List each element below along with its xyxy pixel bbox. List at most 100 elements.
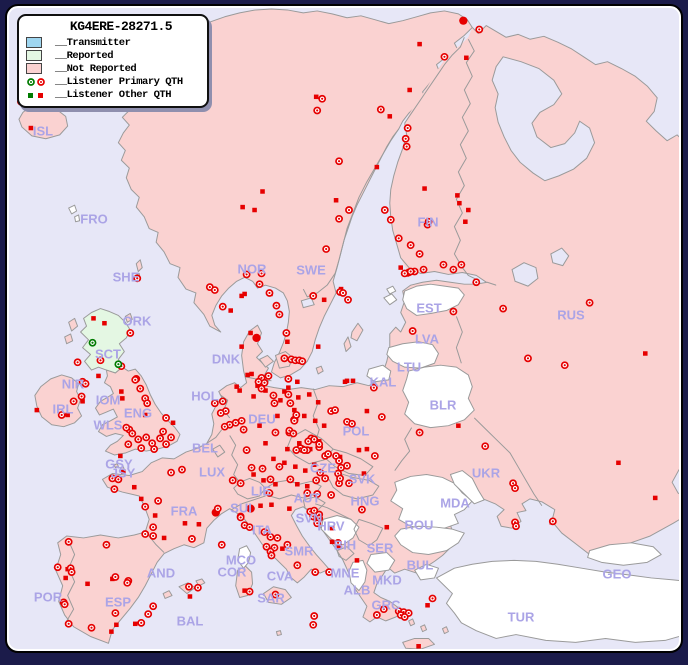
listener-primary-qth-marker-dot [330, 493, 333, 497]
listener-other-qth-marker [315, 400, 321, 405]
listener-primary-qth-marker-dot [312, 515, 315, 518]
country-shape-lithuania [386, 341, 439, 369]
country-shape-thrace [414, 563, 439, 581]
listener-primary-qth-marker-dot [313, 509, 316, 512]
listener-primary-qth-marker-dot [307, 440, 310, 443]
listener-primary-qth-marker-dot [312, 623, 315, 626]
listener-primary-qth-marker-dot [208, 286, 211, 289]
listener-primary-qth-marker-dot [292, 432, 295, 435]
listener-primary-qth-marker-dot [169, 436, 173, 439]
coastline-barents [471, 25, 679, 142]
listener-other-qth-marker [295, 482, 300, 487]
listener-primary-qth-marker-dot [347, 482, 351, 485]
listener-other-qth-marker [118, 453, 123, 459]
listener-other-qth-marker [152, 513, 158, 518]
listener-other-qth-marker [286, 385, 291, 390]
listener-primary-qth-marker-dot [267, 374, 270, 378]
listener-primary-qth-marker-dot [306, 491, 309, 495]
country-shape-georgia [587, 542, 662, 566]
listener-primary-qth-marker-dot [409, 244, 412, 247]
listener-primary-qth-marker-dot [240, 419, 243, 422]
listener-primary-qth-marker-dot [285, 331, 288, 335]
legend-item-3: __Listener Primary QTH [26, 75, 202, 88]
legend-icon-1 [26, 50, 50, 61]
listener-other-qth-marker [102, 320, 107, 326]
legend-title: KG4ERE-28271.5 [69, 19, 173, 34]
listener-primary-qth-marker-dot [260, 376, 263, 379]
europe-map[interactable]: ISL FRO SHE ORK SCT NIR IOM IRL ENG WLS GSY JSY NOR S… [9, 8, 679, 649]
listener-primary-qth-marker-dot [409, 270, 412, 273]
listener-primary-qth-marker-dot [56, 566, 59, 569]
listener-other-qth-marker [142, 412, 148, 418]
listener-primary-qth-marker-dot [333, 409, 337, 412]
listener-primary-qth-marker-dot [337, 217, 341, 220]
listener-primary-qth-marker-dot [221, 400, 224, 403]
listener-primary-qth-marker-dot [113, 488, 116, 491]
listener-other-qth-marker [120, 396, 125, 401]
listener-primary-qth-marker-dot [514, 525, 518, 528]
listener-primary-qth-marker-dot [287, 393, 290, 396]
listener-primary-qth-marker-dot [313, 438, 316, 441]
listener-other-qth-marker [261, 478, 266, 483]
listener-primary-qth-marker-dot [405, 145, 408, 148]
listener-other-qth-marker [138, 496, 144, 502]
listener-primary-qth-marker-dot [248, 590, 251, 593]
listener-primary-qth-marker-dot [273, 402, 276, 405]
legend-box: KG4ERE-28271.5 __Transmitter __Reported __… [17, 14, 209, 108]
listener-primary-qth-marker-dot [137, 438, 140, 441]
listener-primary-qth-marker-dot [261, 467, 264, 470]
legend-label-1: __Reported [55, 49, 114, 62]
listener-primary-qth-marker-dot [111, 477, 114, 480]
listener-other-qth-marker [416, 644, 421, 649]
country-shape-iceland [18, 104, 69, 140]
listener-primary-qth-marker-dot [418, 252, 421, 256]
listener-primary-qth-marker-dot [76, 361, 79, 364]
listener-other-qth-marker [170, 420, 176, 426]
listener-primary-qth-marker-dot [258, 283, 261, 286]
listener-other-qth-marker [422, 186, 427, 191]
listener-primary-qth-marker-dot [588, 301, 591, 304]
listener-primary-qth-marker-dot [242, 428, 245, 431]
listener-other-qth-marker [463, 219, 468, 224]
listener-primary-qth-marker-dot [190, 537, 194, 540]
listener-primary-qth-marker-dot [403, 272, 406, 275]
legend-item-0: __Transmitter [26, 36, 202, 49]
listener-primary-qth-marker-dot [213, 402, 216, 405]
listener-other-qth-marker [242, 291, 247, 297]
listener-other-qth-marker [304, 483, 310, 489]
listener-primary-qth-marker-dot [269, 478, 272, 481]
listener-primary-qth-marker-dot [345, 420, 349, 423]
listener-other-qth-marker [425, 603, 430, 608]
listener-other-qth-marker [242, 588, 247, 593]
listener-other-qth-marker [364, 408, 370, 414]
listener-primary-qth-marker-dot [223, 425, 226, 428]
listener-primary-qth-marker-dot [475, 281, 478, 284]
listener-primary-qth-reported-marker-dot [91, 341, 94, 344]
country-shape-moldova [449, 470, 485, 505]
listener-other-qth-marker [239, 293, 244, 299]
listener-primary-qth-marker-dot [72, 400, 75, 403]
listener-primary-qth-marker-dot [140, 621, 143, 624]
legend-icon-2 [26, 63, 50, 74]
listener-other-qth-marker [384, 524, 390, 530]
listener-primary-qth-marker-dot [273, 546, 276, 549]
listener-other-qth-marker [258, 503, 263, 508]
listener-other-qth-marker [34, 407, 40, 413]
listener-primary-qth-marker-dot [144, 532, 147, 536]
country-shape-england-wales [94, 366, 181, 456]
country-shape-bulgaria [394, 525, 465, 556]
listener-primary-qth-marker-dot [442, 263, 445, 266]
listener-primary-qth-marker-dot [341, 291, 345, 295]
listener-primary-qth-marker-dot [526, 357, 530, 360]
listener-other-qth-marker [315, 344, 321, 349]
listener-primary-qth-marker-dot [90, 626, 93, 629]
listener-primary-qth-marker-dot [219, 411, 222, 415]
listener-primary-qth-marker-dot [260, 387, 263, 390]
listener-other-qth-marker [354, 558, 360, 563]
listener-other-qth-marker [616, 460, 621, 466]
listener-other-qth-marker [457, 200, 462, 206]
listener-primary-qth-marker-dot [257, 380, 260, 383]
listener-primary-qth-marker-dot [372, 386, 375, 389]
listener-primary-qth-marker-dot [316, 522, 319, 525]
